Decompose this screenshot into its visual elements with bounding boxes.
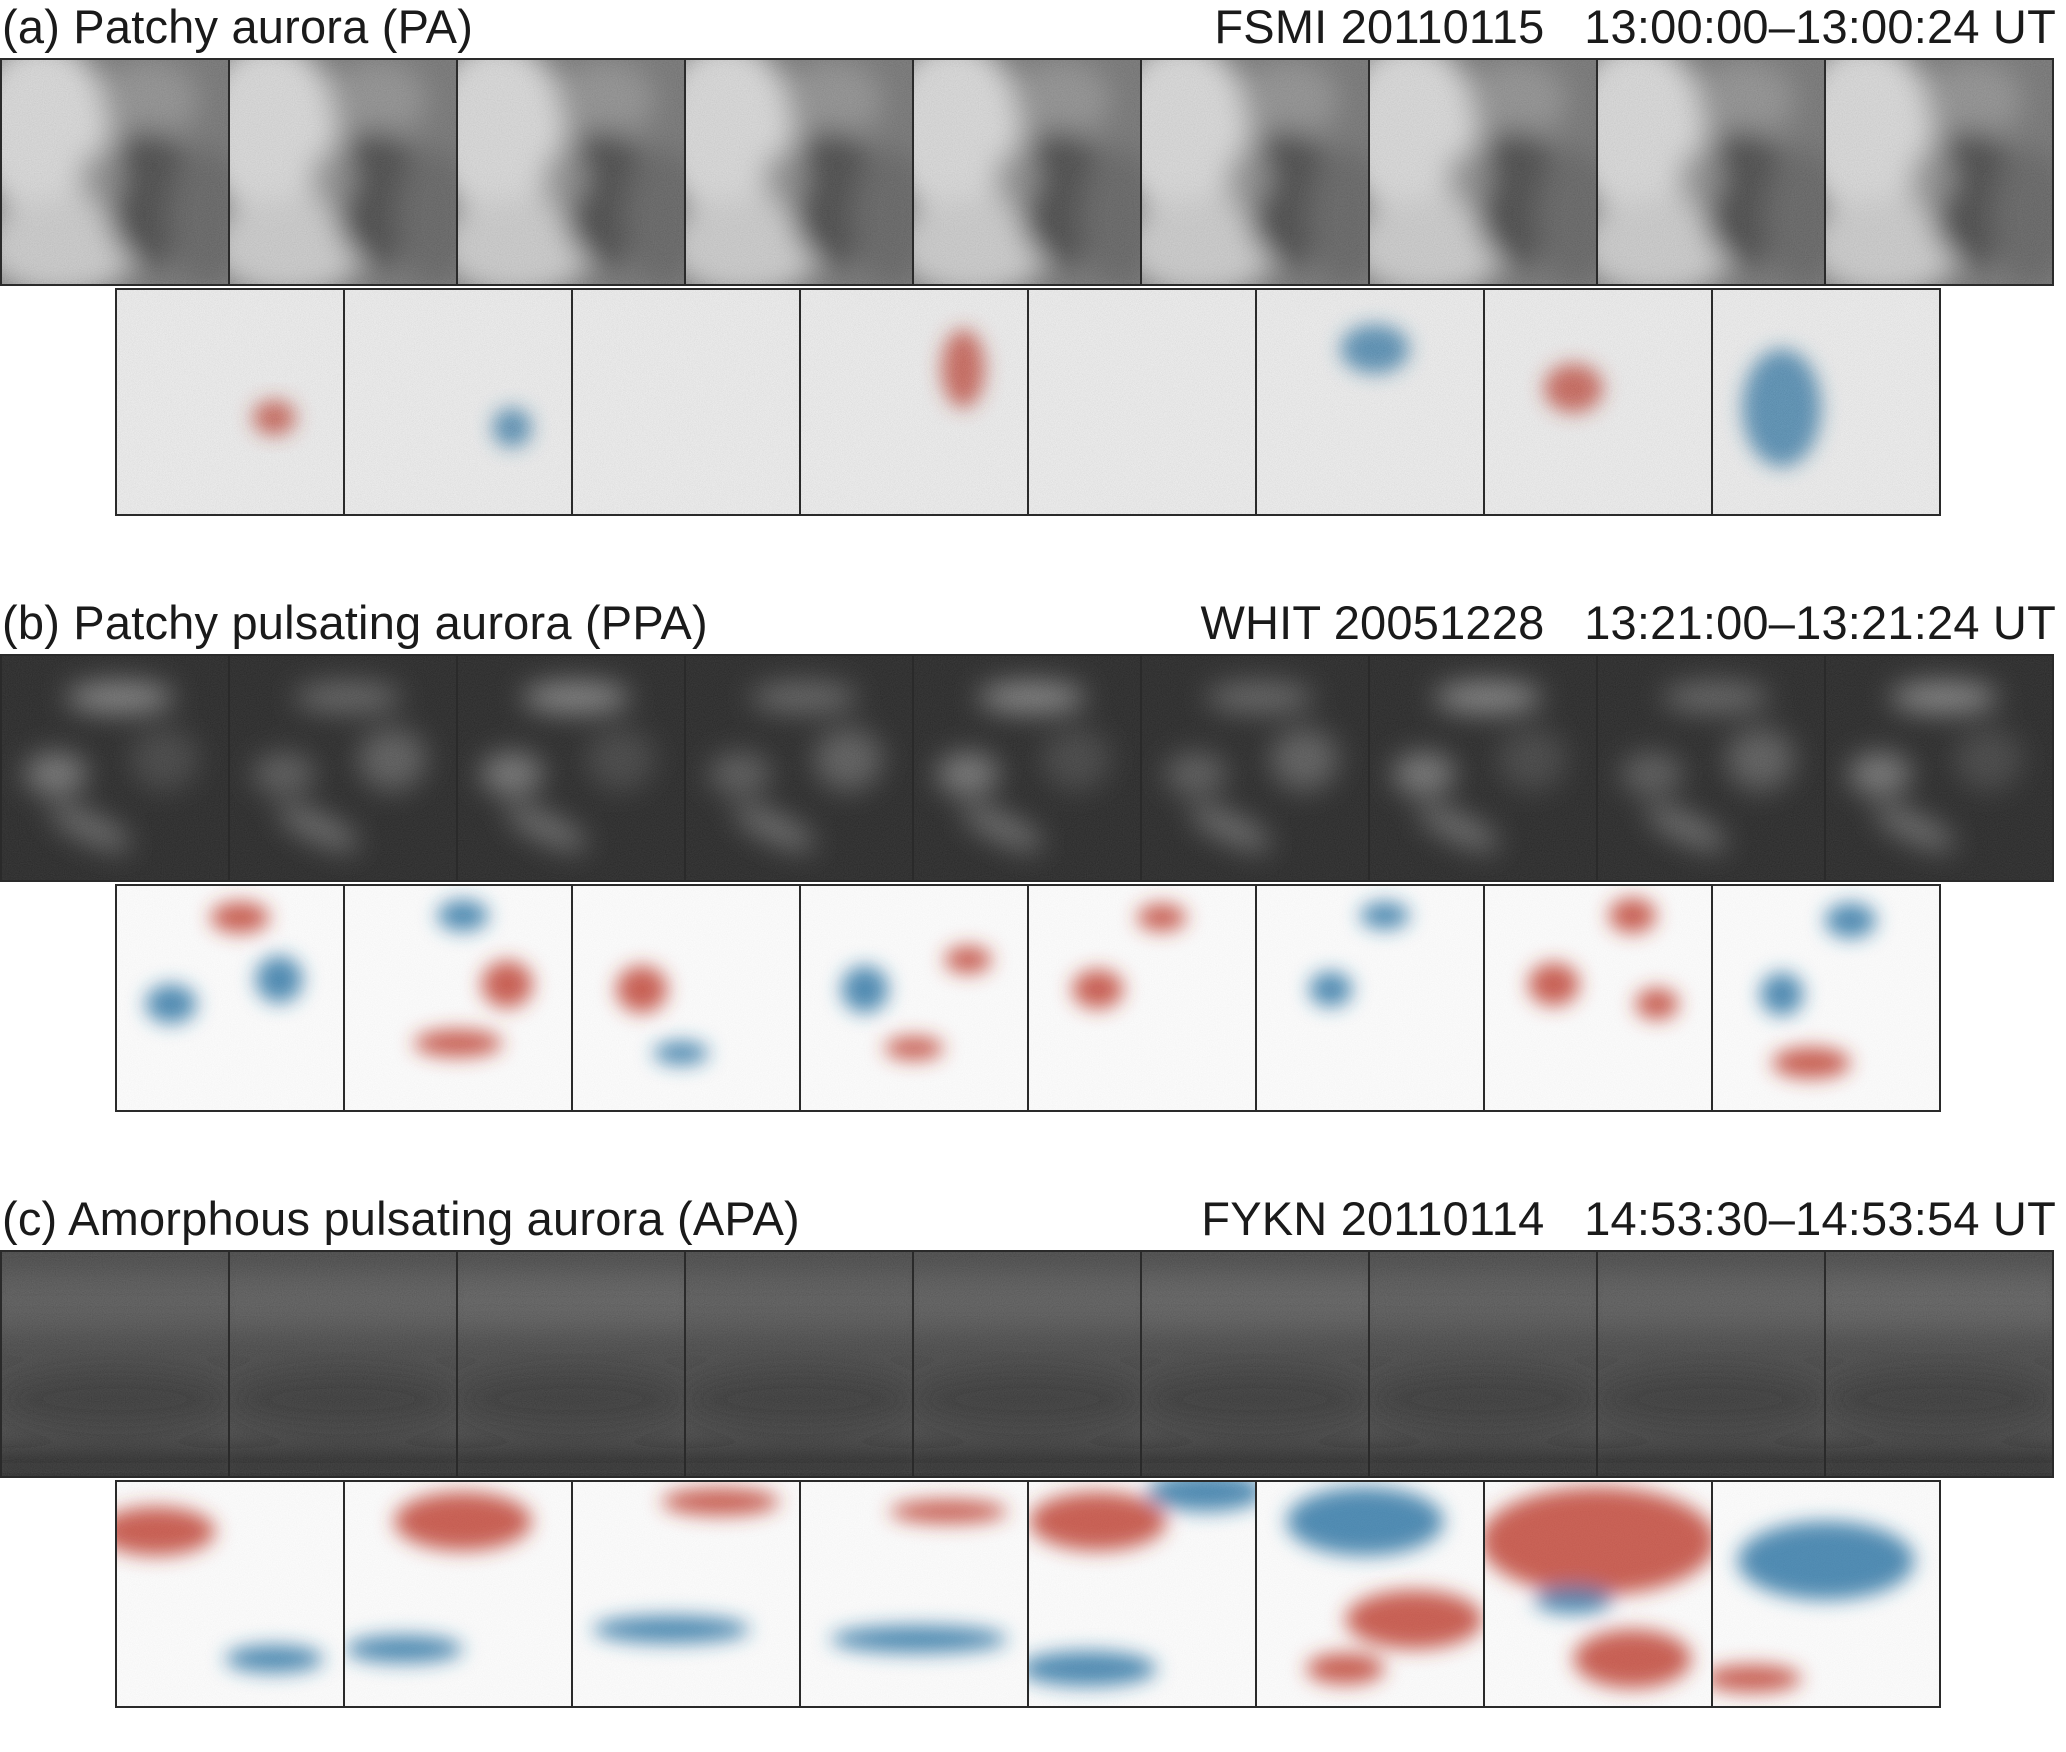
aurora-frame-image [912, 1250, 1142, 1478]
aurora-frame-image [912, 58, 1142, 286]
aurora-frame-image [0, 654, 230, 882]
difference-frame-image [799, 288, 1029, 516]
raw-image-row [0, 654, 2054, 882]
time-start: 14:53:30 [1584, 1192, 1769, 1245]
aurora-frame-image [684, 654, 914, 882]
time-end: 14:53:54 UT [1795, 1192, 2056, 1245]
raw-image-row [0, 1250, 2054, 1478]
aurora-frame-image [1824, 654, 2054, 882]
aurora-frame-image [1596, 654, 1826, 882]
panel-meta: FYKN 20110114 14:53:30–14:53:54 UT [1201, 1192, 2056, 1245]
panel-c: (c) Amorphous pulsating aurora (APA) FYK… [0, 1192, 2066, 1752]
aurora-frame-image [456, 58, 686, 286]
aurora-frame-image [684, 58, 914, 286]
difference-frame-image [1483, 1480, 1713, 1708]
panel-title: (a) Patchy aurora (PA) [2, 0, 474, 53]
aurora-frame-image [228, 1250, 458, 1478]
difference-frame-image [571, 288, 801, 516]
difference-frame-image [799, 884, 1029, 1112]
panel-title: (c) Amorphous pulsating aurora (APA) [2, 1192, 800, 1245]
difference-frame-image [1483, 884, 1713, 1112]
station-date: FSMI 20110115 [1214, 0, 1545, 53]
aurora-frame-image [1596, 58, 1826, 286]
difference-frame-image [115, 1480, 345, 1708]
difference-frame-image [343, 884, 573, 1112]
aurora-frame-image [1140, 1250, 1370, 1478]
panel-title: (b) Patchy pulsating aurora (PPA) [2, 596, 708, 649]
aurora-frame-image [1596, 1250, 1826, 1478]
difference-frame-image [343, 288, 573, 516]
difference-image-row [115, 1480, 1941, 1708]
difference-frame-image [571, 1480, 801, 1708]
difference-frame-image [1027, 1480, 1257, 1708]
panel-a: (a) Patchy aurora (PA) FSMI 20110115 13:… [0, 0, 2066, 560]
difference-frame-image [571, 884, 801, 1112]
aurora-frame-image [1140, 58, 1370, 286]
aurora-frame-image [684, 1250, 914, 1478]
difference-image-row [115, 884, 1941, 1112]
aurora-frame-image [912, 654, 1142, 882]
difference-frame-image [115, 884, 345, 1112]
aurora-frame-image [0, 58, 230, 286]
difference-frame-image [1711, 1480, 1941, 1708]
aurora-frame-image [1824, 58, 2054, 286]
time-start: 13:00:00 [1584, 0, 1769, 53]
difference-image-row [115, 288, 1941, 516]
aurora-frame-image [1368, 654, 1598, 882]
aurora-frame-image [0, 1250, 230, 1478]
panel-b: (b) Patchy pulsating aurora (PPA) WHIT 2… [0, 596, 2066, 1156]
difference-frame-image [343, 1480, 573, 1708]
panel-meta: WHIT 20051228 13:21:00–13:21:24 UT [1200, 596, 2056, 649]
aurora-frame-image [456, 1250, 686, 1478]
aurora-frame-image [1140, 654, 1370, 882]
time-end: 13:21:24 UT [1795, 596, 2056, 649]
station-date: FYKN 20110114 [1201, 1192, 1545, 1245]
aurora-frame-image [1368, 1250, 1598, 1478]
aurora-frame-image [1824, 1250, 2054, 1478]
difference-frame-image [1255, 1480, 1485, 1708]
difference-frame-image [115, 288, 345, 516]
time-end: 13:00:24 UT [1795, 0, 2056, 53]
difference-frame-image [1711, 884, 1941, 1112]
difference-frame-image [1027, 288, 1257, 516]
difference-frame-image [1255, 884, 1485, 1112]
difference-frame-image [799, 1480, 1029, 1708]
aurora-frame-image [228, 58, 458, 286]
station-date: WHIT 20051228 [1200, 596, 1545, 649]
aurora-frame-image [1368, 58, 1598, 286]
raw-image-row [0, 58, 2054, 286]
difference-frame-image [1255, 288, 1485, 516]
time-start: 13:21:00 [1584, 596, 1769, 649]
difference-frame-image [1027, 884, 1257, 1112]
aurora-frame-image [456, 654, 686, 882]
difference-frame-image [1711, 288, 1941, 516]
panel-meta: FSMI 20110115 13:00:00–13:00:24 UT [1214, 0, 2056, 53]
difference-frame-image [1483, 288, 1713, 516]
aurora-frame-image [228, 654, 458, 882]
